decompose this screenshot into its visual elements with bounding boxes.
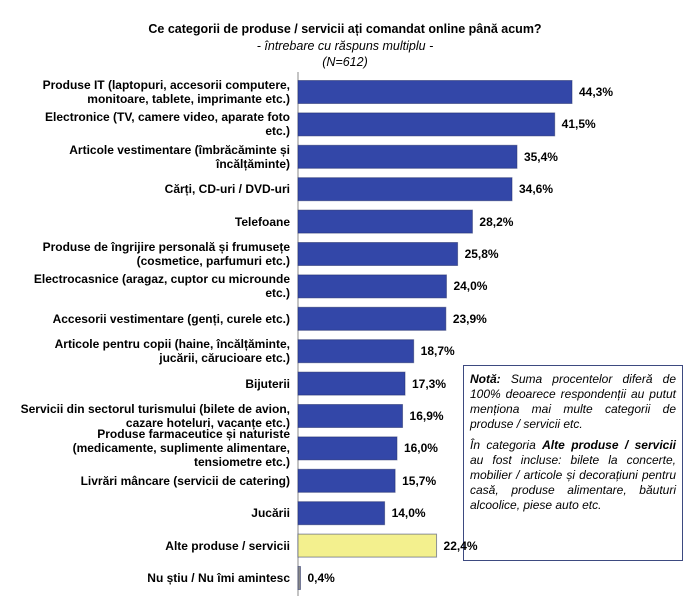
category-label: Electronice (TV, camere video, aparate f…: [45, 110, 290, 139]
value-label: 0,4%: [307, 571, 335, 585]
category-label: Electrocasnice (aragaz, cuptor cu microu…: [33, 272, 290, 301]
bar: [297, 242, 459, 266]
category-label: Accesorii vestimentare (genți, curele et…: [52, 311, 290, 326]
bar: [297, 80, 573, 104]
value-label: 28,2%: [479, 214, 514, 229]
bar: [297, 371, 406, 396]
value-label: 23,9%: [452, 311, 487, 326]
category-label: Cărți, CD-uri / DVD-uri: [164, 182, 290, 197]
bar: [297, 274, 447, 299]
sample-size: (N=612): [322, 55, 368, 69]
note-text: Suma procentelor diferă de 100% deoarece…: [470, 372, 676, 431]
category-label: Nu știu / Nu îmi amintesc: [147, 571, 290, 585]
bar: [297, 533, 438, 558]
category-label: Telefoane: [234, 214, 290, 229]
category-label: Produse IT (laptopuri, accesorii compute…: [42, 78, 290, 106]
value-label: 17,3%: [412, 376, 447, 391]
value-label: 22,4%: [443, 538, 478, 553]
value-label: 34,6%: [519, 182, 554, 197]
bar: [297, 112, 556, 137]
category-label: Articole vestimentare (îmbrăcăminte și î…: [69, 142, 290, 171]
value-label: 18,7%: [420, 344, 455, 359]
bar: [297, 306, 447, 331]
chart-title: Ce categorii de produse / servicii ați c…: [148, 22, 542, 36]
value-label: 35,4%: [523, 149, 558, 164]
value-label: 16,0%: [403, 441, 438, 456]
value-label: 15,7%: [402, 473, 437, 488]
bar: [297, 339, 415, 364]
category-label: Jucării: [251, 506, 290, 521]
note-text: Notă:: [470, 372, 501, 386]
subtitle: - întrebare cu răspuns multiplu -: [256, 39, 434, 53]
bar: [297, 177, 513, 202]
category-label: Alte produse / servicii: [165, 538, 290, 553]
value-label: 14,0%: [391, 506, 426, 521]
category-label: Bijuterii: [245, 376, 290, 391]
note-text: În categoria: [470, 438, 543, 452]
bar: [297, 209, 473, 234]
bar: [297, 144, 518, 169]
note-text: au fost incluse: bilete la concerte, mob…: [470, 453, 676, 512]
value-label: 24,0%: [453, 279, 488, 294]
category-label: Livrări mâncare (servicii de catering): [80, 473, 290, 488]
bar: [297, 566, 301, 590]
value-label: 44,3%: [579, 85, 614, 99]
note-box: Notă: Suma procentelor diferă de 100% de…: [463, 365, 683, 561]
bar: [297, 404, 404, 428]
bar: [297, 501, 386, 526]
note-paragraph: Notă: Suma procentelor diferă de 100% de…: [470, 372, 676, 432]
note-paragraph: În categoria Alte produse / servicii au …: [470, 438, 676, 513]
bar: [297, 468, 396, 493]
category-label: Servicii din sectorul turismului (bilete…: [20, 402, 290, 430]
category-label: Produse de îngrijire personală și frumus…: [42, 240, 290, 268]
note-text: Alte produse / servicii: [542, 438, 676, 452]
bar: [297, 436, 398, 461]
value-label: 41,5%: [561, 117, 596, 132]
category-label: Produse farmaceutice și naturiste (medic…: [72, 427, 290, 470]
value-label: 25,8%: [464, 247, 499, 261]
value-label: 16,9%: [409, 409, 444, 423]
category-label: Articole pentru copii (haine, încălțămin…: [54, 337, 290, 366]
